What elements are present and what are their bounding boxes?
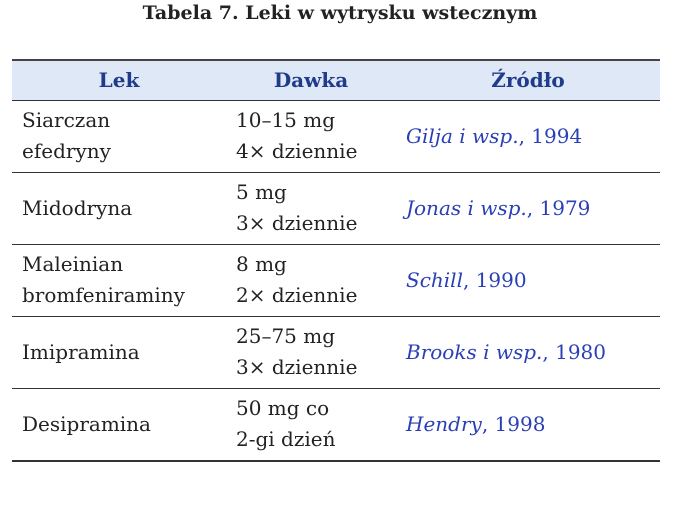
source-year: , 1990	[462, 267, 527, 292]
source-cell: Gilja i wsp., 1994	[396, 99, 660, 172]
column-header: Źródło	[491, 68, 565, 93]
source-year: , 1994	[518, 123, 583, 148]
dose-line: 25–75 mg	[236, 324, 336, 348]
dose-cell: 25–75 mg 3× dziennie	[226, 315, 396, 388]
source-year: , 1980	[542, 339, 607, 364]
dose-line: 10–15 mg	[236, 108, 336, 132]
table-row: Imipramina 25–75 mg 3× dziennie Brooks i ws…	[12, 315, 660, 388]
dose-line: 5 mg	[236, 180, 287, 204]
source-cell: Schill, 1990	[396, 243, 660, 316]
table-body: Siarczan efedryny 10–15 mg 4× dziennie Gilja…	[12, 99, 660, 462]
dose-cell: 50 mg co 2-gi dzień	[226, 387, 396, 462]
dose-line: 50 mg co	[236, 396, 330, 420]
dose-cell: 5 mg 3× dziennie	[226, 171, 396, 244]
drug-line: Siarczan	[22, 108, 111, 132]
source-author: Schill	[406, 267, 463, 292]
table: Lek Dawka Źródło Siarczan efedryny 10–15 mg 4…	[12, 59, 660, 462]
header-row: Lek Dawka Źródło	[12, 60, 660, 100]
dose-line: 2× dziennie	[236, 283, 358, 307]
drug-cell: Maleinian bromfeniraminy	[12, 243, 226, 316]
column-header: Dawka	[273, 68, 349, 93]
source-year: , 1998	[481, 411, 546, 436]
table-row: Midodryna 5 mg 3× dziennie Jonas i wsp., 19…	[12, 171, 660, 244]
drug-cell: Imipramina	[12, 315, 226, 388]
source-author: Jonas i wsp.	[406, 195, 527, 220]
column-header: Lek	[98, 68, 140, 93]
dose-cell: 10–15 mg 4× dziennie	[226, 99, 396, 172]
source-author: Gilja i wsp.	[406, 123, 519, 148]
drug-cell: Siarczan efedryny	[12, 99, 226, 172]
drug-line: bromfeniraminy	[22, 283, 185, 307]
drug-line: Desipramina	[22, 411, 151, 436]
dose-cell: 8 mg 2× dziennie	[226, 243, 396, 316]
dose-line: 8 mg	[236, 252, 287, 276]
source-cell: Brooks i wsp., 1980	[396, 315, 660, 388]
table-title: Tabela 7. Leki w wytrysku wstecznym	[142, 2, 538, 24]
drug-line: efedryny	[22, 139, 111, 163]
drug-cell: Midodryna	[12, 171, 226, 244]
source-author: Hendry	[406, 411, 482, 436]
dose-line: 3× dziennie	[236, 355, 358, 379]
source-author: Brooks i wsp.	[406, 339, 543, 364]
dose-line: 3× dziennie	[236, 211, 358, 235]
source-year: , 1979	[526, 195, 591, 220]
table-header: Lek Dawka Źródło	[12, 60, 660, 100]
dose-line: 2-gi dzień	[236, 427, 336, 451]
drug-line: Imipramina	[22, 339, 140, 364]
table-row: Maleinian bromfeniraminy 8 mg 2× dziennie Sc…	[12, 243, 660, 316]
source-cell: Hendry, 1998	[396, 387, 660, 462]
table-row: Desipramina 50 mg co 2-gi dzień Hendry, 199…	[12, 387, 660, 462]
drug-cell: Desipramina	[12, 387, 226, 462]
drug-line: Maleinian	[22, 252, 124, 276]
dose-line: 4× dziennie	[236, 139, 358, 163]
table-row: Siarczan efedryny 10–15 mg 4× dziennie Gilja…	[12, 99, 660, 172]
drug-line: Midodryna	[22, 195, 133, 220]
source-cell: Jonas i wsp., 1979	[396, 171, 660, 244]
